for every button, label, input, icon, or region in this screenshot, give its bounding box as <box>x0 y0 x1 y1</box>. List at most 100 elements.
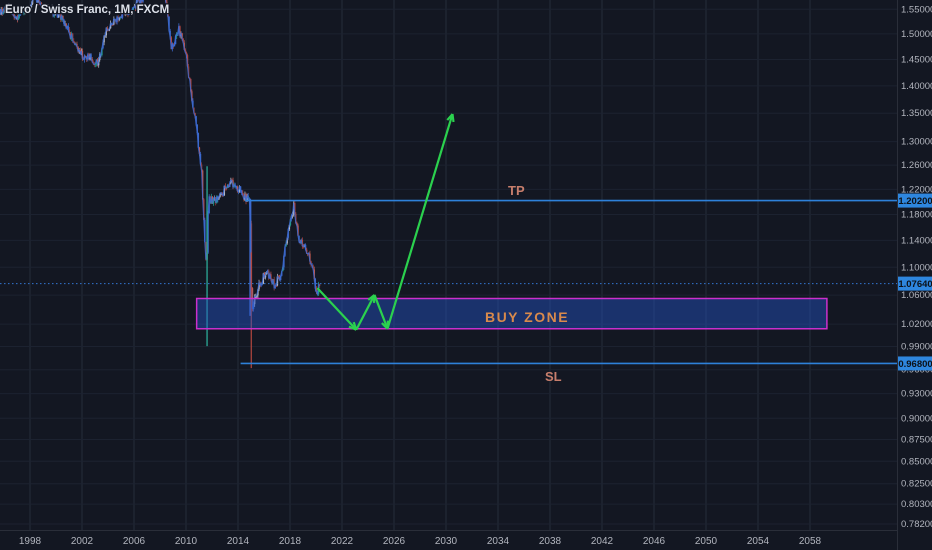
price-tick-label: 1.26000 <box>901 160 932 171</box>
candle-body <box>142 0 144 2</box>
grid-layer <box>0 0 897 530</box>
projection-arrowhead <box>381 322 389 330</box>
candle-body <box>56 10 59 18</box>
candlestick-series <box>0 0 321 369</box>
candle-body <box>258 282 260 290</box>
price-tick-label: 1.22000 <box>901 184 932 195</box>
candle-body <box>102 42 104 49</box>
time-tick-label: 2058 <box>799 536 822 547</box>
candle-body <box>238 186 241 192</box>
time-tick-label: 2046 <box>643 536 666 547</box>
candle-body <box>297 225 299 236</box>
current-price-badge-text: 1.07640 <box>898 279 932 290</box>
time-tick-label: 2022 <box>331 536 354 547</box>
candle-body <box>121 10 124 18</box>
price-tick-label: 1.06000 <box>901 290 932 301</box>
candle-body <box>270 274 272 280</box>
price-tick-label: 0.85000 <box>901 456 932 467</box>
time-tick-label: 2038 <box>539 536 562 547</box>
price-tick-label: 1.40000 <box>901 81 932 92</box>
candle-body <box>31 0 34 5</box>
time-tick-label: 2050 <box>695 536 718 547</box>
close-price-line <box>0 0 321 310</box>
candle-body <box>276 276 279 286</box>
buy-zone-label[interactable]: BUY ZONE <box>485 309 569 325</box>
projection-arrow[interactable] <box>386 113 454 330</box>
tp-price-badge <box>898 193 932 208</box>
price-tick-label: 0.99000 <box>901 342 932 353</box>
candle-body <box>315 288 318 293</box>
sl-price-badge-text: 0.96800 <box>898 359 932 370</box>
candle-body <box>212 198 215 204</box>
time-axis[interactable] <box>0 530 897 550</box>
candle-body <box>314 278 317 289</box>
sl-price-badge <box>898 356 932 371</box>
candle-body <box>198 147 201 154</box>
price-tick-label: 1.55000 <box>901 4 932 15</box>
candle-body <box>211 196 214 204</box>
candle-body <box>283 255 285 268</box>
time-tick-label: 1998 <box>19 536 42 547</box>
time-tick-label: 2026 <box>383 536 406 547</box>
time-tick-label: 2006 <box>123 536 146 547</box>
candle-body <box>257 289 259 296</box>
price-tick-label: 1.45000 <box>901 54 932 65</box>
price-tick-label: 1.30000 <box>901 137 932 148</box>
take-profit-label[interactable]: TP <box>508 183 525 198</box>
candle-body <box>263 273 266 278</box>
price-tick-label: 1.14000 <box>901 235 932 246</box>
time-tick-label: 2042 <box>591 536 614 547</box>
time-tick-label: 2054 <box>747 536 770 547</box>
tp-price-badge-text: 1.20200 <box>898 196 932 207</box>
candle-body <box>167 11 169 18</box>
stop-loss-label[interactable]: SL <box>545 369 562 384</box>
candle-body <box>191 91 193 101</box>
current-price-badge <box>898 276 932 291</box>
projection-arrow[interactable] <box>373 294 389 330</box>
price-tick-label: 1.50000 <box>901 29 932 40</box>
time-tick-label: 2030 <box>435 536 458 547</box>
candle-body <box>232 180 234 188</box>
projection-arrow[interactable] <box>316 287 358 331</box>
candle-body <box>172 43 175 47</box>
candle-body <box>192 100 194 108</box>
candle-body <box>127 10 129 15</box>
price-tick-label: 0.82500 <box>901 479 932 490</box>
candle-body <box>3 7 6 12</box>
candle-body <box>284 246 286 256</box>
price-tick-label: 1.10000 <box>901 262 932 273</box>
symbol-title[interactable]: Euro / Swiss Franc, 1M, FXCM <box>4 3 171 18</box>
time-tick-label: 2014 <box>227 536 250 547</box>
candle-body <box>309 253 311 262</box>
candle-body <box>37 0 39 4</box>
price-tick-label: 0.90000 <box>901 413 932 424</box>
candle-body <box>193 107 195 114</box>
candle-body <box>140 0 142 5</box>
candle-body <box>199 153 202 165</box>
time-tick-label: 2010 <box>175 536 198 547</box>
candle-body <box>101 48 103 56</box>
time-tick-label: 2034 <box>487 536 510 547</box>
buy-zone-rect[interactable] <box>195 297 828 330</box>
time-tick-label: 2018 <box>279 536 302 547</box>
time-tick-label: 2002 <box>71 536 94 547</box>
price-axis[interactable] <box>897 0 932 550</box>
candle-body <box>186 55 189 67</box>
candle-body <box>289 219 292 226</box>
projection-arrowhead <box>451 113 455 123</box>
candle-body <box>166 2 168 12</box>
price-tick-label: 1.02000 <box>901 319 932 330</box>
candle-body <box>68 29 71 34</box>
price-tick-label: 0.93000 <box>901 389 932 400</box>
projection-arrow[interactable] <box>355 294 376 331</box>
price-tick-label: 1.18000 <box>901 209 932 220</box>
candle-body <box>245 194 247 202</box>
price-tick-label: 0.78200 <box>901 519 932 530</box>
projection-arrowhead <box>348 325 357 331</box>
drawings-layer <box>0 113 897 365</box>
price-tick-label: 1.35000 <box>901 108 932 119</box>
